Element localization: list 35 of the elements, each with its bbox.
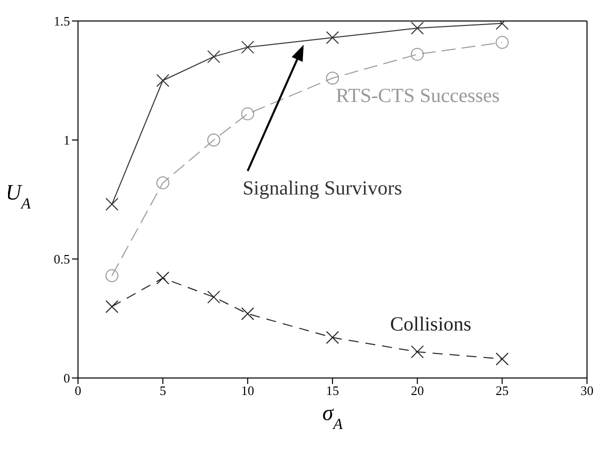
series-label: Collisions xyxy=(390,313,472,336)
point xyxy=(410,48,424,61)
point xyxy=(105,269,118,282)
point xyxy=(326,331,339,344)
x-tick-label: 10 xyxy=(241,383,254,398)
x-tick-label: 30 xyxy=(580,383,594,398)
point xyxy=(207,290,220,304)
y-tick-label: 1.5 xyxy=(54,14,70,29)
x-tick-label: 25 xyxy=(496,383,509,398)
point xyxy=(105,300,118,314)
point xyxy=(241,40,254,54)
x-tick-label: 20 xyxy=(410,383,424,398)
point xyxy=(241,107,254,120)
y-tick-label: 0 xyxy=(64,370,70,386)
point xyxy=(326,31,339,44)
x-tick-label: 5 xyxy=(160,383,166,398)
point xyxy=(410,345,424,358)
text: Signaling Survivors xyxy=(242,178,402,200)
point xyxy=(207,134,220,146)
series-label: RTS-CTS Successes xyxy=(336,84,500,107)
point xyxy=(207,50,220,64)
x-axis-title: σ$_{A}$ xyxy=(322,400,344,432)
point xyxy=(105,198,118,211)
point xyxy=(241,307,254,320)
point xyxy=(496,36,509,49)
point xyxy=(496,352,509,366)
x-tick-label: 15 xyxy=(326,383,339,398)
point xyxy=(326,72,339,85)
point xyxy=(410,22,424,35)
point xyxy=(156,176,170,190)
y-tick-label: 1 xyxy=(64,132,70,148)
point xyxy=(156,272,170,285)
point xyxy=(156,74,170,87)
x-tick-label: 0 xyxy=(74,383,82,398)
y-tick-label: 0.5 xyxy=(54,252,70,267)
